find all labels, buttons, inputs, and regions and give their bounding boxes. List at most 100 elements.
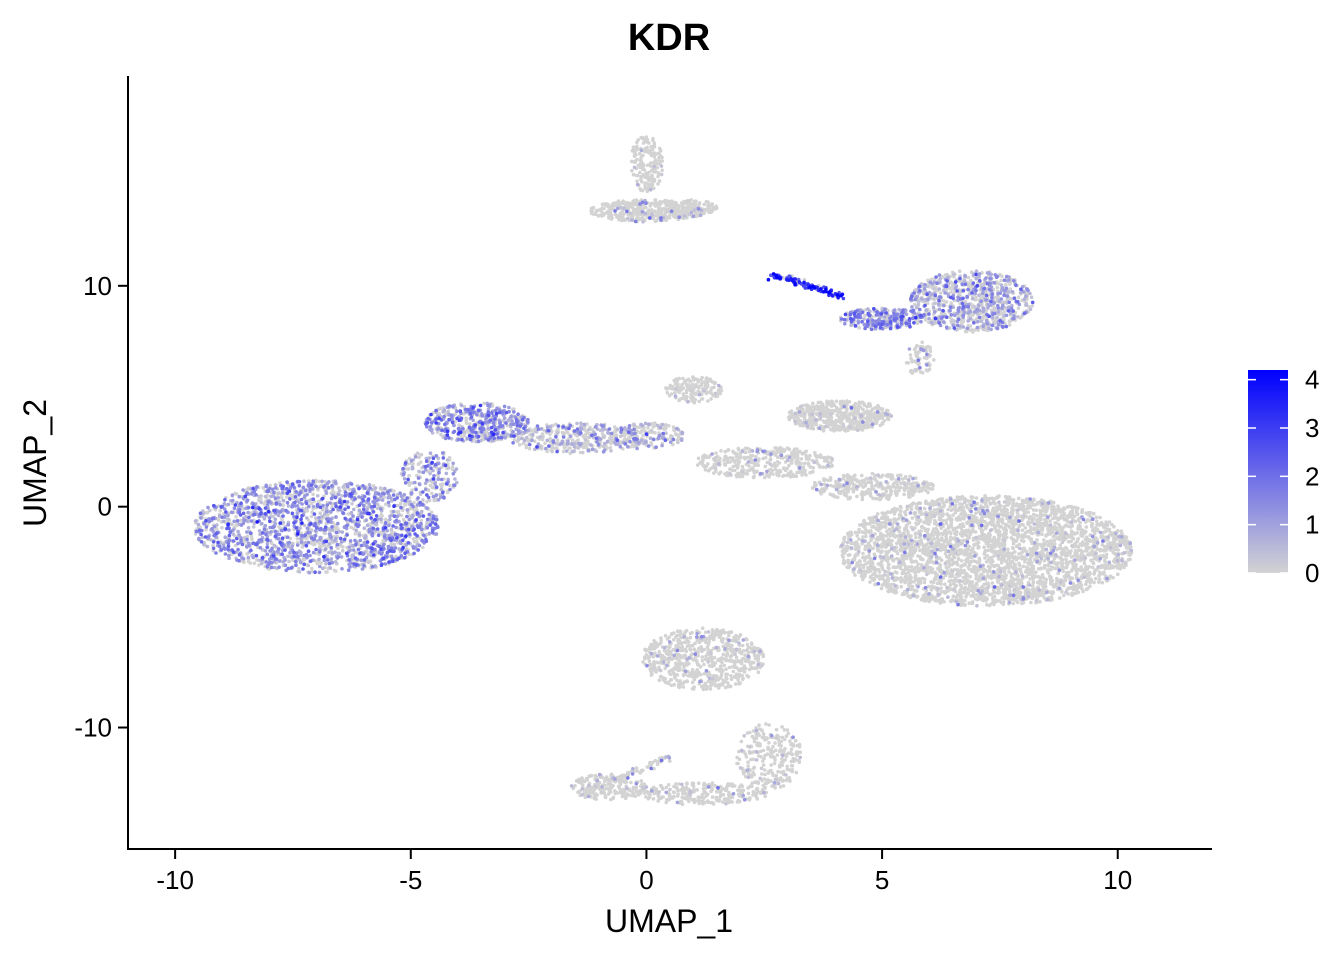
cell-point [681, 392, 686, 396]
cell-point [974, 559, 978, 564]
cell-point [920, 486, 924, 491]
cell-point [987, 575, 991, 579]
cell-point [799, 457, 804, 461]
cell-point [755, 469, 759, 474]
cell-point [823, 477, 828, 482]
cell-point [1049, 538, 1053, 543]
cell-point [906, 489, 911, 494]
cell-point [1098, 515, 1102, 520]
cell-point [1024, 574, 1029, 579]
cell-point [969, 529, 974, 534]
cell-point [653, 421, 657, 425]
cell-point [873, 496, 878, 501]
cell-point [326, 513, 330, 517]
cell-point [1029, 555, 1033, 559]
cell-point [1038, 600, 1042, 604]
cell-point [1088, 584, 1092, 588]
cell-point [1112, 536, 1116, 541]
cell-point [946, 507, 950, 512]
cell-point [898, 473, 903, 478]
cell-point [697, 399, 701, 404]
cell-point [883, 493, 888, 497]
cell-point [1064, 560, 1069, 565]
cell-point [860, 497, 865, 502]
cell-point [377, 530, 382, 535]
cell-point [915, 565, 920, 569]
cell-point [1042, 559, 1047, 563]
cell-point [794, 461, 799, 466]
cell-point [1049, 545, 1054, 549]
cell-point [289, 493, 293, 498]
cell-point [230, 501, 235, 506]
cell-point [1029, 600, 1033, 605]
cell-point [700, 375, 704, 380]
cell-point [966, 499, 971, 503]
cell-point [847, 484, 851, 488]
cell-point [996, 580, 1000, 584]
cell-point [1030, 584, 1035, 588]
cell-point [826, 478, 831, 483]
cell-point [919, 577, 924, 581]
cell-point [948, 538, 952, 543]
cell-point [754, 454, 758, 459]
cell-point [927, 545, 932, 549]
cell-point [728, 467, 733, 472]
cell-point [930, 594, 934, 598]
cell-point [815, 461, 819, 465]
cell-point [958, 524, 963, 529]
cell-point [709, 391, 713, 395]
cell-point [468, 422, 472, 426]
cell-point [990, 563, 995, 568]
cell-point [735, 472, 739, 477]
cell-point [925, 530, 929, 535]
cell-point [958, 583, 963, 588]
cell-point [935, 581, 940, 586]
cell-point [871, 578, 876, 582]
cell-point [1031, 580, 1035, 585]
cell-point [870, 484, 874, 488]
cell-point [1081, 589, 1085, 594]
cell-point [419, 460, 423, 464]
cell-point [861, 551, 865, 556]
cell-point [1094, 515, 1099, 520]
cell-point [945, 569, 950, 573]
cell-point [714, 451, 718, 455]
cell-point [1063, 576, 1068, 580]
cell-point [1080, 510, 1084, 515]
cell-point [1034, 588, 1038, 592]
cell-point [665, 390, 670, 395]
cell-point [1062, 512, 1066, 517]
cell-point [245, 534, 250, 539]
cell-point [798, 449, 802, 454]
cell-point [908, 568, 913, 573]
cell-point [1062, 507, 1067, 511]
cell-point [883, 511, 888, 516]
cell-point [887, 566, 891, 571]
cell-point [974, 496, 979, 500]
cell-point [768, 467, 773, 472]
cell-point [982, 552, 987, 556]
cell-point [1052, 509, 1056, 514]
cell-point [1041, 584, 1045, 588]
cell-point [795, 458, 800, 463]
cell-point [984, 541, 989, 546]
cell-point [990, 523, 995, 527]
cell-point [1089, 523, 1094, 527]
cell-point [881, 577, 885, 581]
cell-point [859, 492, 864, 497]
cell-point [900, 592, 905, 597]
cell-point [1021, 564, 1026, 569]
cell-point [1102, 549, 1106, 553]
cell-point [995, 495, 1000, 499]
cell-point [913, 532, 918, 536]
cell-point [1050, 500, 1055, 505]
cell-point [317, 541, 322, 546]
cell-point [704, 391, 709, 396]
cell-point [923, 527, 927, 531]
cell-point [281, 503, 285, 507]
cell-point [892, 481, 897, 485]
cell-point [731, 464, 735, 469]
cell-point [918, 518, 923, 523]
cell-point [715, 394, 720, 399]
cell-point [863, 558, 867, 563]
